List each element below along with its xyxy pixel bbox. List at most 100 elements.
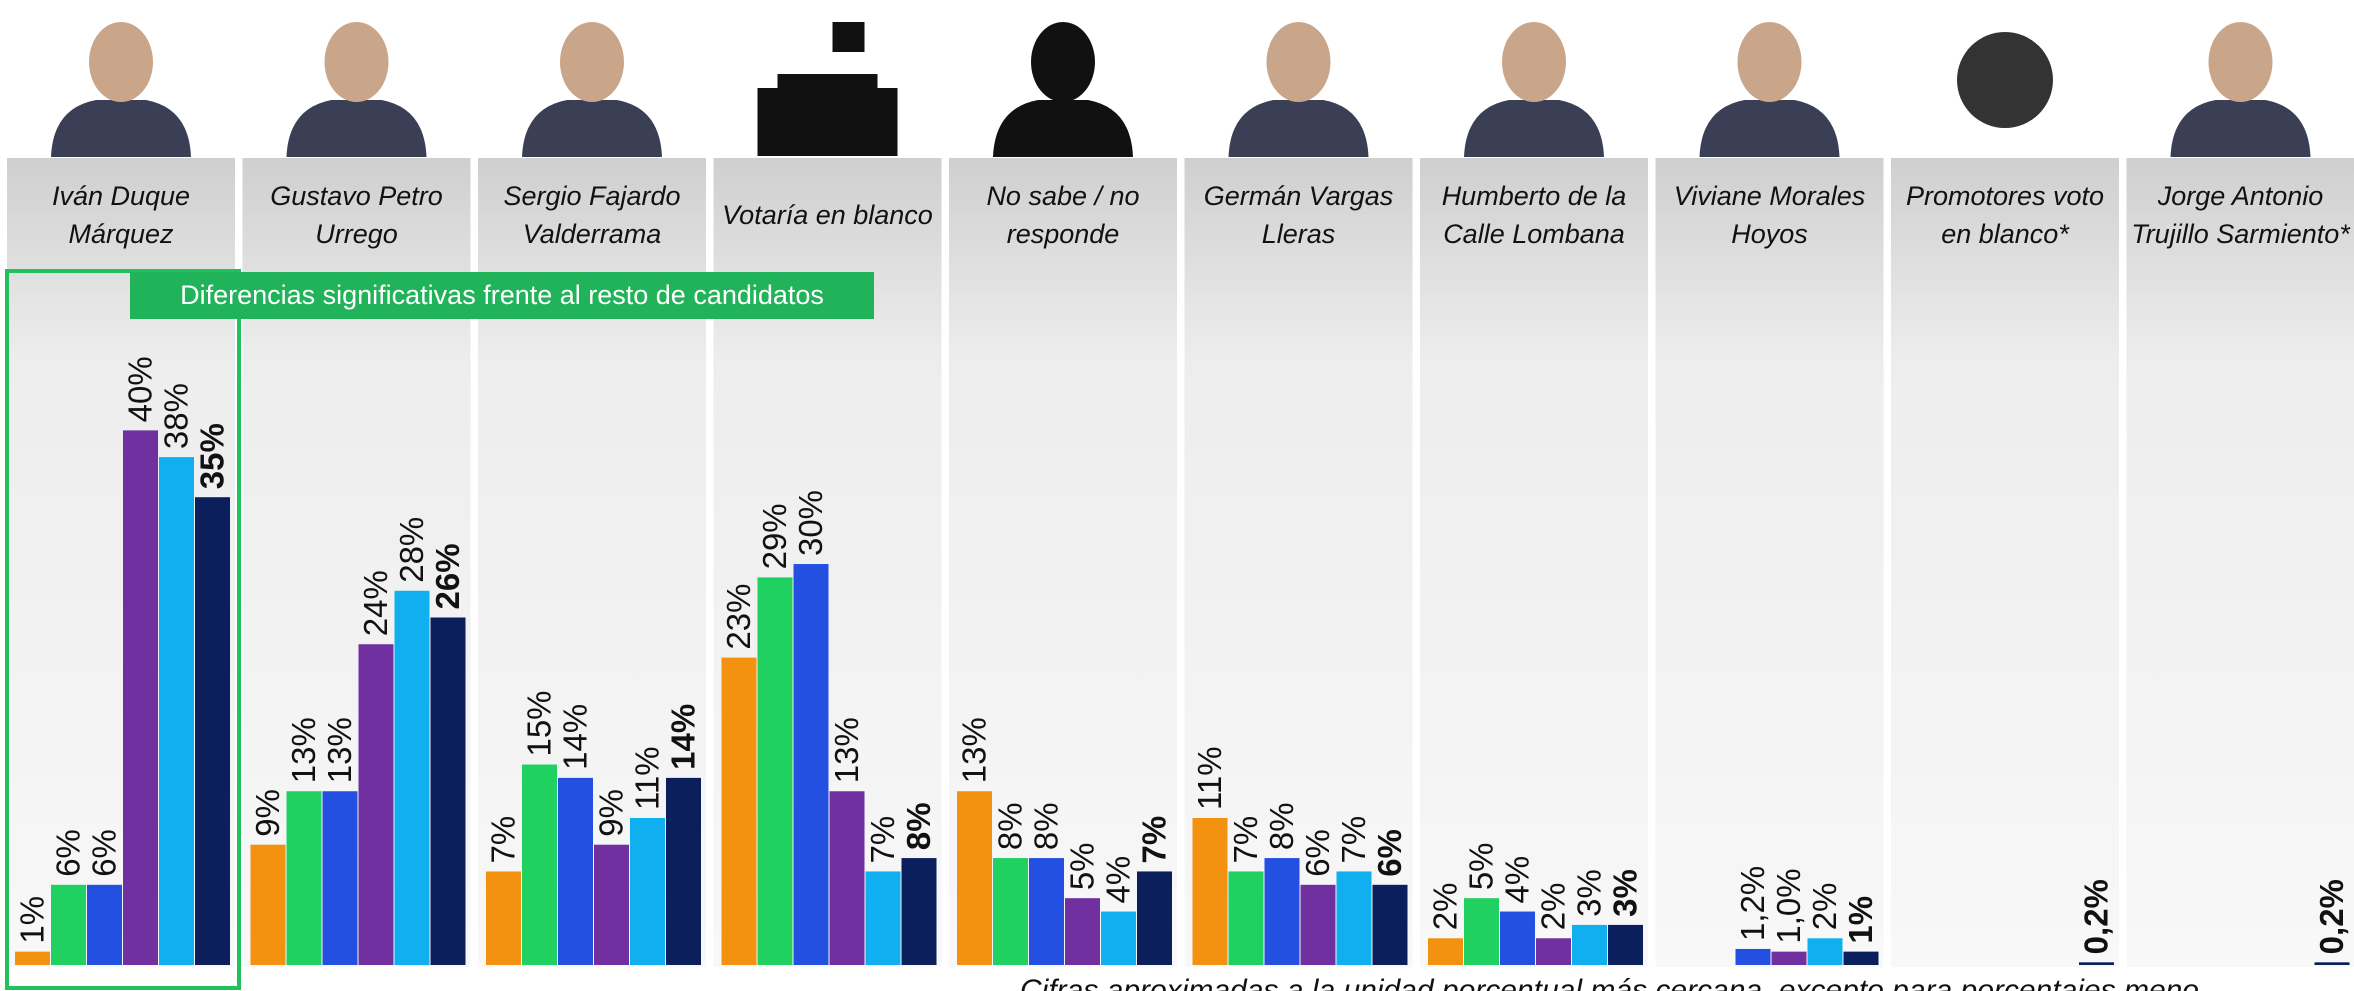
bar [1807,938,1843,965]
column-background [2126,158,2354,967]
category-label: Viviane Morales Hoyos [1673,181,1866,249]
candidate-image [522,22,662,157]
value-label: 30% [792,490,829,556]
bar [1464,898,1499,965]
bar [1264,858,1300,965]
value-label: 26% [429,543,466,609]
annotation: Diferencias significativas frente al res… [180,280,824,310]
value-label: 9% [249,789,286,837]
bar [757,577,793,965]
value-label: 2% [1427,883,1464,931]
bar [195,497,230,965]
bar [250,844,286,965]
value-label: 2% [1806,883,1843,931]
silhouette-body [1464,100,1604,157]
bar [358,644,394,965]
value-label: 1,0% [1770,868,1807,943]
value-label: 7% [485,816,522,864]
candidate-image [1957,32,2053,128]
category-label: Jorge Antonio Trujillo Sarmiento* [2131,181,2350,249]
value-label: 14% [557,704,594,770]
bar [793,564,829,965]
annotation-background [130,272,874,319]
bar [87,884,122,965]
value-label: 5% [1463,842,1500,890]
highlight-box [5,269,241,990]
bar [1843,951,1879,965]
category-label: Sergio Fajardo Valderrama [503,181,681,249]
bar [1065,898,1100,965]
ballot-box [757,88,898,156]
bar [1228,871,1264,965]
bar [159,457,194,965]
bar [901,858,937,965]
bar [957,791,992,965]
value-label: 1% [1842,896,1879,944]
candidate-image [1228,22,1369,157]
ballot-paper [832,22,865,52]
category-label: Germán Vargas Lleras [1203,181,1394,249]
bar [1137,871,1172,965]
value-label: 2% [1535,883,1572,931]
silhouette-head [1737,22,1802,102]
bar [594,844,629,965]
bar [865,871,901,965]
bar [1428,938,1463,965]
bar [1336,871,1372,965]
silhouette-head [1502,22,1566,102]
column-background [1655,158,1884,967]
silhouette-body [2170,100,2311,157]
bar [322,791,358,965]
value-label: 40% [122,356,159,422]
column-background [1891,158,2119,967]
bar [1300,884,1336,965]
silhouette-body [51,100,191,157]
bar [1572,924,1607,965]
value-label: 7% [1136,816,1173,864]
value-label: 13% [285,717,322,783]
value-label: 35% [194,423,231,489]
candidate-image [51,22,191,157]
silhouette-body [522,100,662,157]
bar [1192,817,1228,965]
value-label: 13% [828,717,865,783]
bar [51,884,86,965]
silhouette-head [1031,22,1095,102]
value-label: 24% [357,570,394,636]
bar [1500,911,1535,965]
bar [394,590,430,965]
value-label: 3% [1607,869,1644,917]
bar [1608,924,1643,965]
bar [286,791,322,965]
value-label: 7% [864,816,901,864]
bar [430,617,466,965]
bar [1735,948,1771,965]
bar [829,791,865,965]
value-label: 9% [593,789,630,837]
value-label: 38% [158,383,195,449]
value-label: 29% [756,503,793,569]
value-label: 8% [1028,802,1065,850]
category-label: Promotores voto en blanco* [1905,181,2105,249]
value-label: 14% [665,704,702,770]
silhouette-head [89,22,153,102]
bar [2079,962,2114,965]
category-label: Iván Duque Márquez [51,181,191,249]
silhouette-head [560,22,624,102]
candidate-image [1464,22,1604,157]
bar [15,951,50,965]
bar [1101,911,1136,965]
value-label: 1% [14,896,51,944]
value-label: 11% [1191,746,1228,810]
category-label: No sabe / no responde [986,181,1140,249]
silhouette-body [286,100,427,157]
value-label: 5% [1064,842,1101,890]
bar [558,777,593,965]
ballot-slot [777,74,878,88]
bar [123,430,158,965]
candidate-image [286,22,427,157]
value-label: 8% [900,802,937,850]
value-label: 8% [1263,802,1300,850]
candidate-image [993,22,1133,157]
